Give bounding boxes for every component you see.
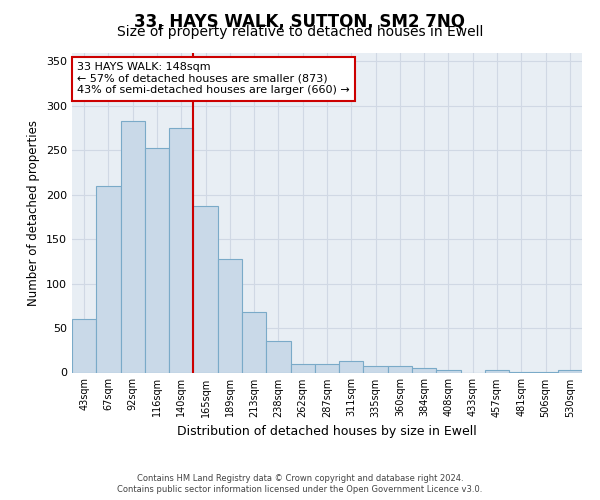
Bar xyxy=(96,186,121,372)
Bar xyxy=(436,370,461,372)
Text: Contains HM Land Registry data © Crown copyright and database right 2024.
Contai: Contains HM Land Registry data © Crown c… xyxy=(118,474,482,494)
Bar xyxy=(558,370,582,372)
Text: 33 HAYS WALK: 148sqm
← 57% of detached houses are smaller (873)
43% of semi-deta: 33 HAYS WALK: 148sqm ← 57% of detached h… xyxy=(77,62,350,96)
Bar xyxy=(218,258,242,372)
Bar xyxy=(339,361,364,372)
Bar xyxy=(72,319,96,372)
Bar xyxy=(364,366,388,372)
Text: 33, HAYS WALK, SUTTON, SM2 7NQ: 33, HAYS WALK, SUTTON, SM2 7NQ xyxy=(134,12,466,30)
Bar xyxy=(412,368,436,372)
X-axis label: Distribution of detached houses by size in Ewell: Distribution of detached houses by size … xyxy=(177,425,477,438)
Text: Size of property relative to detached houses in Ewell: Size of property relative to detached ho… xyxy=(117,25,483,39)
Y-axis label: Number of detached properties: Number of detached properties xyxy=(28,120,40,306)
Bar xyxy=(242,312,266,372)
Bar xyxy=(315,364,339,372)
Bar xyxy=(266,342,290,372)
Bar xyxy=(121,121,145,372)
Bar xyxy=(485,370,509,372)
Bar xyxy=(193,206,218,372)
Bar xyxy=(145,148,169,372)
Bar xyxy=(290,364,315,372)
Bar xyxy=(169,128,193,372)
Bar xyxy=(388,366,412,372)
